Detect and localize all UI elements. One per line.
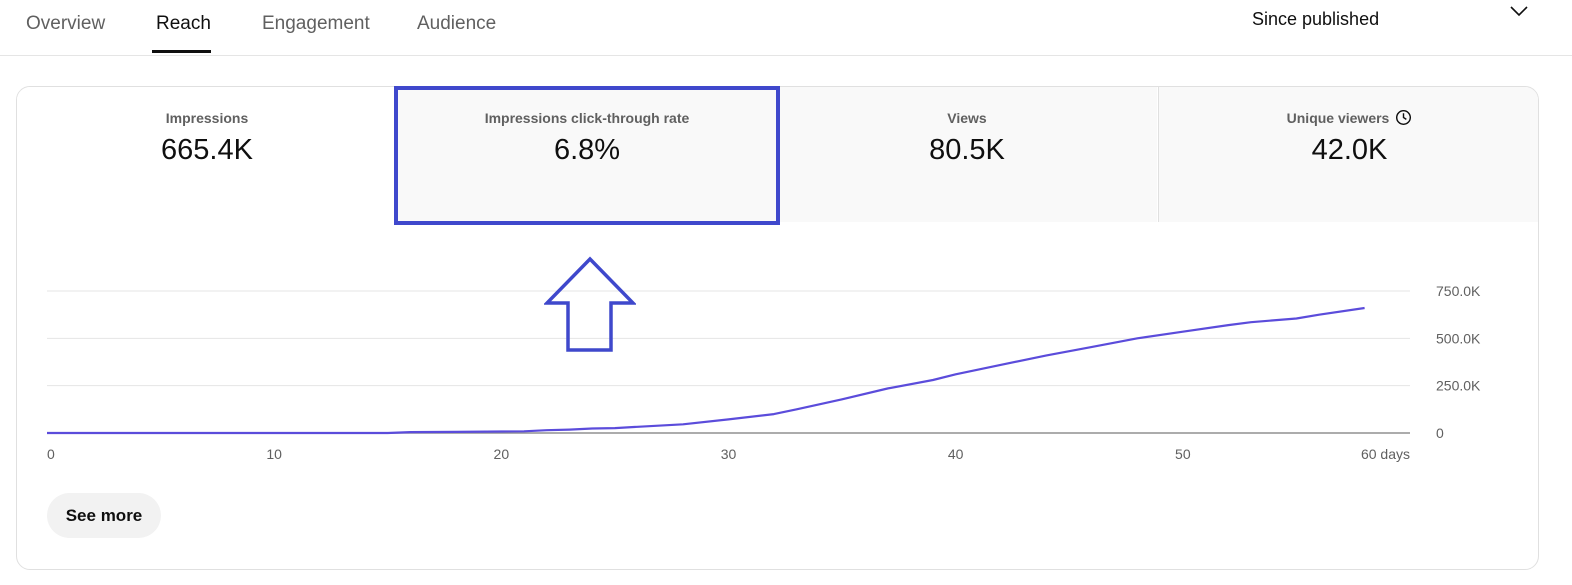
- metric-label: Impressions click-through rate: [484, 110, 690, 126]
- active-tab-indicator: [152, 50, 211, 53]
- tab-audience[interactable]: Audience: [417, 13, 497, 34]
- clock-icon[interactable]: [1395, 109, 1412, 126]
- tab-engagement[interactable]: Engagement: [262, 13, 370, 34]
- metric-value: 6.8%: [553, 134, 621, 166]
- metric-click-through-rate[interactable]: Impressions click-through rate 6.8%: [397, 87, 777, 222]
- metric-value: 80.5K: [929, 134, 1005, 166]
- tab-bar: Overview Reach Engagement Audience Since…: [0, 0, 1572, 56]
- reach-card: Impressions 665.4K Impressions click-thr…: [16, 86, 1539, 570]
- metric-label: Views: [947, 110, 987, 126]
- tab-overview[interactable]: Overview: [26, 13, 106, 34]
- metric-label: Unique viewers: [1286, 109, 1390, 126]
- see-more-button[interactable]: See more: [47, 493, 161, 538]
- metric-unique-viewers[interactable]: Unique viewers 42.0K: [1158, 87, 1538, 222]
- chevron-down-icon[interactable]: [1508, 2, 1530, 20]
- metric-views[interactable]: Views 80.5K: [777, 87, 1157, 222]
- tab-reach[interactable]: Reach: [156, 13, 211, 34]
- metric-label: Impressions: [165, 110, 249, 126]
- date-range-label[interactable]: Since published: [1252, 9, 1380, 29]
- metric-impressions[interactable]: Impressions 665.4K: [17, 87, 397, 222]
- metric-value: 42.0K: [1311, 134, 1388, 166]
- metric-value: 665.4K: [161, 134, 253, 166]
